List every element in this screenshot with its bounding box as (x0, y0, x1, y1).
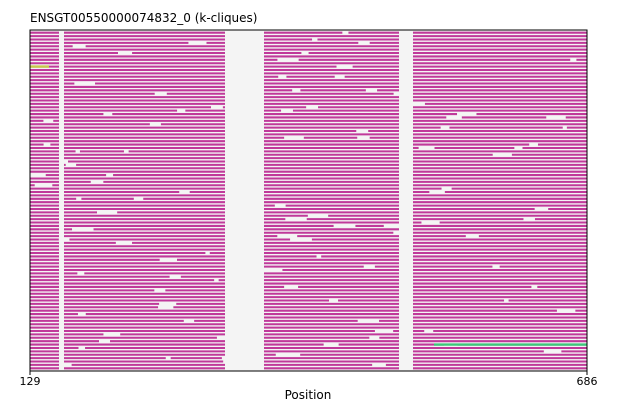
x-axis-label: Position (285, 388, 332, 402)
x-axis-ticks (29, 371, 588, 375)
plot-frame (29, 29, 588, 372)
sequence-rows (30, 31, 587, 370)
x-tick-label-end: 686 (577, 375, 598, 388)
chart-title: ENSGT00550000074832_0 (k-cliques) (30, 11, 257, 25)
x-tick-label-start: 129 (20, 375, 41, 388)
